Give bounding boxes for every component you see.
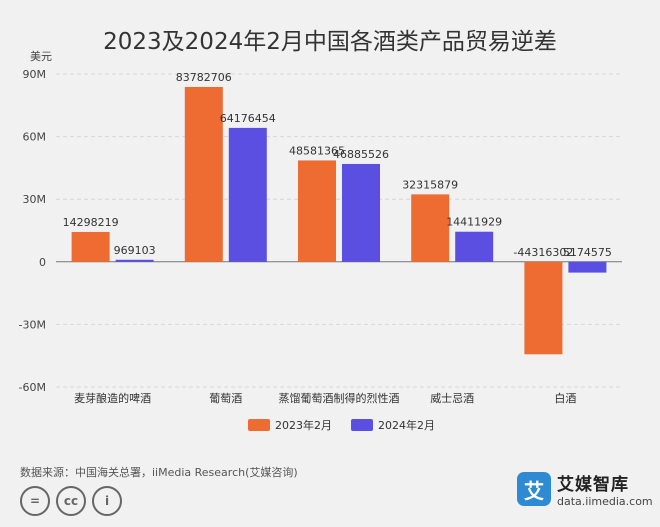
y-tick-label: 0	[39, 256, 46, 269]
equals-icon: =	[20, 486, 50, 516]
legend-swatch	[351, 419, 373, 431]
bar	[115, 259, 154, 262]
data-label: -44316302	[513, 246, 573, 259]
chart-title: 2023及2024年2月中国各酒类产品贸易逆差	[103, 29, 557, 55]
data-label: 5174575	[563, 246, 612, 259]
bar	[455, 231, 494, 262]
data-label: 64176454	[220, 112, 276, 125]
data-label: 46885526	[333, 148, 389, 161]
bar	[568, 261, 607, 273]
y-tick-label: -30M	[19, 318, 46, 331]
bar	[524, 261, 563, 355]
legend: 2023年2月 2024年2月	[248, 418, 435, 432]
license-icons: = cc i	[20, 486, 122, 516]
x-axis-ticks: 麦芽酿造的啤酒 葡萄酒 蒸馏葡萄酒制得的烈性酒 威士忌酒 白酒	[74, 391, 576, 405]
person-icon: i	[92, 486, 122, 516]
bar	[228, 127, 267, 262]
bar	[71, 231, 110, 262]
data-label: 14298219	[63, 216, 119, 229]
data-label: 14411929	[446, 216, 502, 229]
y-tick-label: 90M	[23, 68, 47, 81]
bar	[342, 163, 380, 262]
logo-name: 艾媒智库	[557, 475, 629, 495]
cc-icon: cc	[56, 486, 86, 516]
y-tick-label: -60M	[19, 381, 46, 394]
y-tick-label: 30M	[23, 193, 47, 206]
legend-label: 2023年2月	[275, 418, 332, 432]
data-label: 969103	[114, 244, 156, 257]
y-tick-label: 60M	[23, 131, 47, 144]
bars	[71, 86, 607, 355]
bar	[184, 86, 223, 262]
x-tick-label: 麦芽酿造的啤酒	[74, 391, 151, 405]
source-note: 数据来源：中国海关总署，iiMedia Research(艾媒咨询)	[20, 466, 298, 479]
data-labels: 14298219 969103 83782706 64176454 4858136546…	[63, 71, 612, 259]
y-axis-ticks: 90M 60M 30M 0 -30M -60M	[19, 68, 46, 394]
x-tick-label: 蒸馏葡萄酒制得的烈性酒	[279, 391, 400, 405]
x-tick-label: 葡萄酒	[209, 392, 242, 405]
logo: 艾 艾媒智库 data.iimedia.com	[517, 470, 653, 508]
logo-url: data.iimedia.com	[557, 495, 653, 508]
bar	[411, 194, 450, 262]
legend-label: 2024年2月	[378, 418, 435, 432]
legend-swatch	[248, 419, 270, 431]
bar-chart: 90M 60M 30M 0 -30M -60M 14298219 969103 8378270…	[19, 50, 622, 432]
data-label: 48581365	[289, 144, 345, 157]
data-label: 83782706	[176, 71, 232, 84]
logo-mark-icon: 艾	[517, 472, 551, 506]
y-axis-label: 美元	[30, 50, 52, 63]
x-tick-label: 威士忌酒	[430, 392, 474, 405]
data-label: 32315879	[402, 178, 458, 191]
bar	[298, 160, 336, 262]
x-tick-label: 白酒	[554, 391, 576, 405]
